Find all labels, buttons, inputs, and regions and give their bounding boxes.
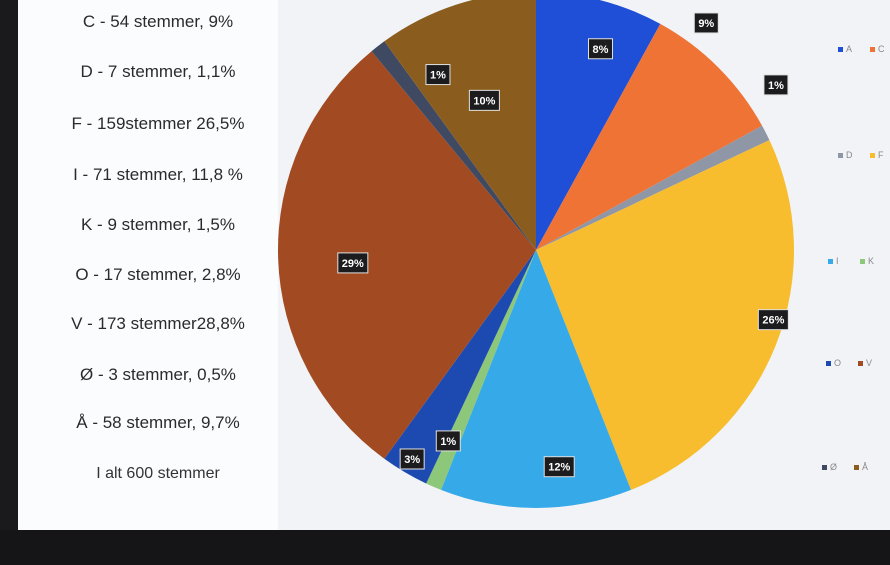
legend-item-o: O bbox=[826, 358, 841, 368]
data-label-d: 1% bbox=[763, 74, 789, 96]
vote-line-i: I - 71 stemmer, 11,8 % bbox=[73, 165, 243, 184]
vote-line-aa: Å - 58 stemmer, 9,7% bbox=[76, 413, 240, 432]
svg-text:8%: 8% bbox=[593, 44, 609, 56]
svg-text:29%: 29% bbox=[342, 258, 364, 270]
vote-line-c: C - 54 stemmer, 9% bbox=[82, 12, 234, 31]
legend-swatch-oe bbox=[822, 465, 827, 471]
vote-line-v: V - 173 stemmer28,8% bbox=[71, 314, 245, 333]
data-label-aa: 10% bbox=[468, 89, 500, 111]
legend-item-c: C bbox=[870, 44, 885, 54]
legend-swatch-f bbox=[870, 153, 875, 159]
svg-text:9%: 9% bbox=[698, 18, 714, 30]
data-label-f: 26% bbox=[757, 309, 789, 331]
pie-slice-i bbox=[441, 250, 631, 508]
vote-line-f: F - 159stemmer 26,5% bbox=[71, 114, 245, 133]
svg-text:12%: 12% bbox=[548, 462, 570, 474]
pie-slice-v bbox=[278, 51, 536, 459]
pie-slice-f bbox=[536, 140, 794, 490]
pie-slice-d bbox=[536, 125, 770, 250]
monitor-bezel-bottom bbox=[0, 530, 890, 565]
data-label-a: 8% bbox=[588, 38, 613, 60]
svg-text:1%: 1% bbox=[768, 80, 784, 92]
legend-swatch-d bbox=[838, 153, 843, 159]
vote-line-o: O - 17 stemmer, 2,8% bbox=[75, 265, 241, 284]
legend-swatch-k bbox=[860, 259, 865, 265]
vote-summary-panel: C - 54 stemmer, 9% D - 7 stemmer, 1,1% F… bbox=[18, 0, 278, 530]
vote-line-d: D - 7 stemmer, 1,1% bbox=[80, 62, 236, 81]
data-label-v: 29% bbox=[337, 252, 369, 274]
svg-text:3%: 3% bbox=[404, 454, 420, 466]
vote-total: I alt 600 stemmer bbox=[96, 465, 220, 482]
legend-swatch-i bbox=[828, 259, 833, 265]
pie-slice-o bbox=[384, 250, 536, 484]
vote-line-oe: Ø - 3 stemmer, 0,5% bbox=[80, 365, 236, 384]
legend-item-k: K bbox=[860, 256, 874, 266]
pie-slice-aa bbox=[384, 0, 536, 250]
data-label-i: 12% bbox=[543, 456, 575, 478]
data-label-oe: 1% bbox=[425, 64, 451, 86]
pie-chart: 8% 9% 1% 26% 12% 1% 3% 29% 1% 10% bbox=[278, 0, 794, 508]
legend-item-a: A bbox=[838, 44, 852, 54]
pie-slice-k bbox=[426, 250, 536, 490]
data-label-k: 1% bbox=[435, 430, 461, 452]
legend-item-oe: Ø bbox=[822, 462, 837, 472]
data-label-o: 3% bbox=[399, 448, 425, 470]
svg-text:10%: 10% bbox=[473, 95, 495, 107]
presentation-slide: C - 54 stemmer, 9% D - 7 stemmer, 1,1% F… bbox=[18, 0, 890, 530]
pie-slice-c bbox=[536, 23, 763, 251]
legend-swatch-aa bbox=[854, 465, 859, 471]
svg-text:1%: 1% bbox=[440, 436, 456, 448]
legend-swatch-v bbox=[858, 361, 863, 367]
legend-item-i: I bbox=[828, 256, 839, 266]
svg-text:1%: 1% bbox=[430, 70, 446, 82]
legend-swatch-c bbox=[870, 47, 875, 53]
legend-swatch-o bbox=[826, 361, 831, 367]
vote-line-k: K - 9 stemmer, 1,5% bbox=[81, 215, 235, 234]
legend-item-aa: Å bbox=[854, 462, 868, 472]
legend-item-v: V bbox=[858, 358, 872, 368]
monitor-bezel-left bbox=[0, 0, 18, 565]
data-label-c: 9% bbox=[693, 12, 719, 34]
pie-slice-a bbox=[536, 0, 661, 250]
legend-item-f: F bbox=[870, 150, 884, 160]
svg-text:26%: 26% bbox=[762, 315, 784, 327]
legend-item-d: D bbox=[838, 150, 853, 160]
legend-swatch-a bbox=[838, 47, 843, 53]
pie-slice-oe bbox=[371, 41, 536, 250]
